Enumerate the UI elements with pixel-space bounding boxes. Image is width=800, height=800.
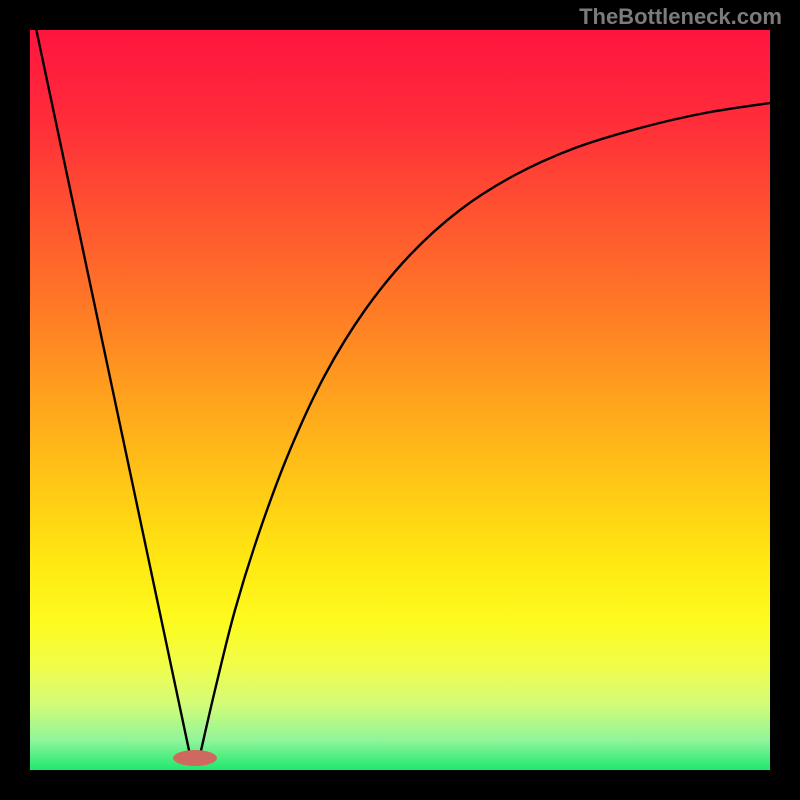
curve-layer — [0, 0, 800, 800]
minimum-marker — [173, 750, 217, 766]
chart-container: TheBottleneck.com — [0, 0, 800, 800]
watermark-text: TheBottleneck.com — [579, 4, 782, 30]
curve-right-branch — [200, 103, 770, 755]
curve-left-branch — [30, 0, 190, 755]
